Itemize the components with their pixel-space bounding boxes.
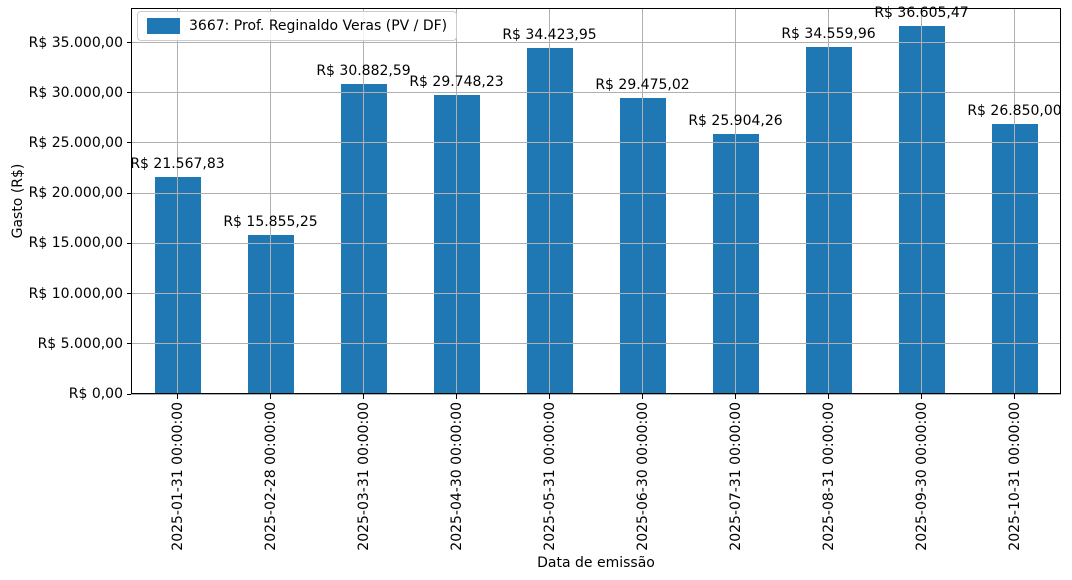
y-tick-mark [127, 393, 131, 395]
legend: 3667: Prof. Reginaldo Veras (PV / DF) [137, 11, 458, 41]
x-tick-label: 2025-01-31 00:00:00 [169, 402, 186, 551]
x-axis-title: Data de emissão [537, 555, 655, 571]
y-gridline [131, 142, 1061, 144]
x-gridline [549, 8, 550, 394]
x-tick-mark [456, 394, 457, 399]
bar-value-label: R$ 34.423,95 [502, 27, 597, 44]
x-tick-mark [921, 394, 922, 399]
y-gridline [131, 192, 1061, 194]
y-tick-label: R$ 35.000,00 [28, 34, 123, 51]
y-axis-title: Gasto (R$) [10, 163, 26, 239]
x-tick-label: 2025-03-31 00:00:00 [355, 402, 372, 551]
x-tick-label: 2025-07-31 00:00:00 [727, 402, 744, 551]
bar-value-label: R$ 29.475,02 [595, 76, 690, 93]
x-gridline [735, 8, 736, 394]
y-tick-mark [127, 142, 131, 144]
bar-value-label: R$ 26.850,00 [967, 103, 1062, 120]
y-tick-label: R$ 20.000,00 [28, 185, 123, 202]
legend-swatch-icon [147, 18, 180, 34]
y-tick-mark [127, 192, 131, 194]
x-tick-mark [1014, 394, 1015, 399]
legend-label: 3667: Prof. Reginaldo Veras (PV / DF) [189, 18, 448, 34]
bar-value-label: R$ 15.855,25 [223, 213, 318, 230]
y-tick-mark [127, 92, 131, 94]
y-tick-mark [127, 42, 131, 43]
x-gridline [456, 8, 457, 394]
y-gridline [131, 393, 1061, 395]
x-tick-mark [735, 394, 736, 399]
x-tick-mark [270, 394, 271, 399]
bar-value-label: R$ 36.605,47 [874, 5, 969, 22]
x-gridline [363, 8, 364, 394]
y-gridline [131, 92, 1061, 94]
y-gridline [131, 343, 1061, 345]
x-tick-label: 2025-02-28 00:00:00 [262, 402, 279, 551]
x-tick-mark [177, 394, 178, 399]
bar-value-label: R$ 34.559,96 [781, 25, 876, 42]
y-tick-mark [127, 343, 131, 345]
x-gridline [270, 8, 271, 394]
bar-value-label: R$ 29.748,23 [409, 74, 504, 91]
x-gridline [921, 8, 922, 394]
x-gridline [1014, 8, 1015, 394]
x-tick-label: 2025-09-30 00:00:00 [913, 402, 930, 551]
bar-value-label: R$ 25.904,26 [688, 112, 783, 129]
y-tick-label: R$ 0,00 [68, 386, 123, 402]
x-tick-label: 2025-08-31 00:00:00 [820, 402, 837, 551]
y-gridline [131, 242, 1061, 244]
y-tick-label: R$ 5.000,00 [37, 335, 123, 352]
x-tick-label: 2025-10-31 00:00:00 [1006, 402, 1023, 551]
x-tick-mark [363, 394, 364, 399]
bar-value-label: R$ 30.882,59 [316, 62, 411, 79]
x-gridline [177, 8, 178, 394]
x-tick-label: 2025-04-30 00:00:00 [448, 402, 465, 551]
y-tick-label: R$ 15.000,00 [28, 235, 123, 252]
bar-value-label: R$ 21.567,83 [130, 156, 225, 173]
x-gridline [642, 8, 643, 394]
x-gridline [828, 8, 829, 394]
x-tick-label: 2025-05-31 00:00:00 [541, 402, 558, 551]
y-tick-mark [127, 293, 131, 295]
y-tick-label: R$ 25.000,00 [28, 134, 123, 151]
x-tick-mark [642, 394, 643, 399]
y-tick-label: R$ 10.000,00 [28, 285, 123, 302]
x-tick-label: 2025-06-30 00:00:00 [634, 402, 651, 551]
x-tick-mark [549, 394, 550, 399]
y-gridline [131, 293, 1061, 295]
x-tick-mark [828, 394, 829, 399]
y-tick-label: R$ 30.000,00 [28, 84, 123, 101]
y-gridline [131, 42, 1061, 43]
y-tick-mark [127, 242, 131, 244]
